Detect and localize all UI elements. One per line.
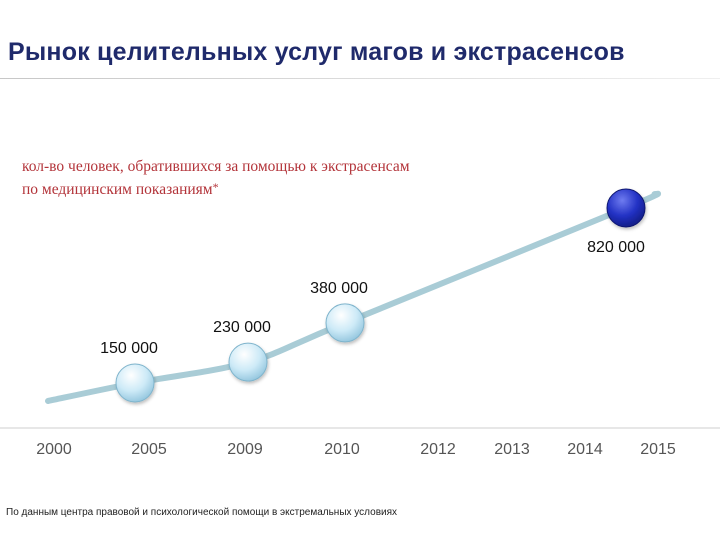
source-note: По данным центра правовой и психологичес…	[6, 507, 398, 518]
chart-subtitle-line-2: по медицинским показаниям*	[22, 177, 410, 200]
page-title: Рынок целительных услуг магов и экстрасе…	[8, 38, 625, 66]
data-point-marker	[115, 363, 155, 403]
footnote-mark: *	[212, 180, 219, 194]
chart-subtitle-line-1: кол-во человек, обратившихся за помощью …	[22, 158, 410, 175]
chart-subtitle-line-2-text: по медицинским показаниям	[22, 181, 213, 198]
data-label: 820 000	[587, 239, 645, 256]
x-tick-label: 2010	[324, 441, 360, 458]
data-point-marker	[228, 342, 268, 382]
data-point-marker	[606, 188, 646, 228]
x-tick-label: 2005	[131, 441, 167, 458]
x-tick-labels: 2000 2005 2009 2010 2012 2013 2014 2015	[36, 441, 676, 458]
data-label: 380 000	[310, 280, 368, 297]
data-labels: 150 000 230 000 380 000 820 000	[100, 239, 645, 357]
data-label: 150 000	[100, 340, 158, 357]
x-tick-label: 2012	[420, 441, 456, 458]
x-tick-label: 2014	[567, 441, 603, 458]
data-label: 230 000	[213, 319, 271, 336]
x-tick-label: 2013	[494, 441, 530, 458]
title-divider	[0, 78, 720, 79]
x-tick-label: 2009	[227, 441, 263, 458]
data-point-marker	[325, 303, 365, 343]
x-tick-label: 2000	[36, 441, 72, 458]
data-points	[115, 188, 646, 403]
chart-subtitle: кол-во человек, обратившихся за помощью …	[22, 157, 410, 200]
x-tick-label: 2015	[640, 441, 676, 458]
